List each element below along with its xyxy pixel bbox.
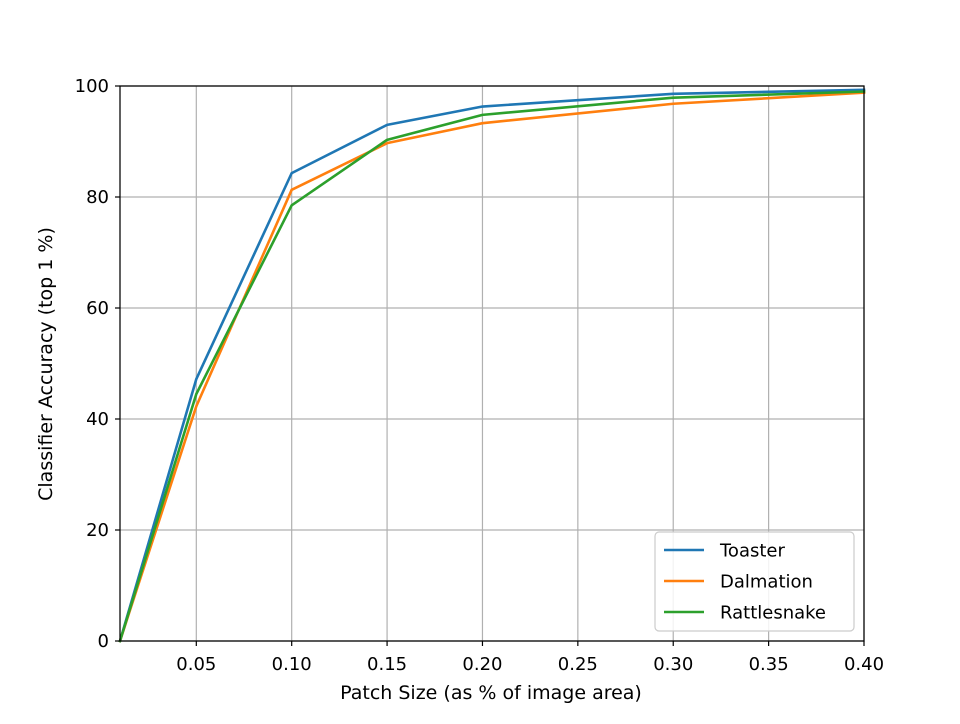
y-tick-label: 60 (86, 298, 109, 319)
legend-box (654, 531, 855, 632)
series-line-dalmation (118, 91, 866, 643)
x-tick-label: 0.35 (749, 654, 789, 675)
x-tick-label: 0.15 (367, 654, 407, 675)
x-axis-label: Patch Size (as % of image area) (340, 682, 642, 704)
y-tick-label: 40 (86, 409, 109, 430)
x-tick-label: 0.20 (462, 654, 502, 675)
x-tick-label: 0.10 (272, 654, 312, 675)
y-tick-label: 80 (86, 187, 109, 208)
x-tick-label: 0.40 (844, 654, 884, 675)
y-axis-label: Classifier Accuracy (top 1 %) (35, 227, 57, 501)
x-tick-label: 0.25 (558, 654, 598, 675)
series-line-toaster (118, 88, 866, 643)
legend-label-rattlesnake: Rattlesnake (720, 603, 826, 624)
x-tick-label: 0.05 (176, 654, 216, 675)
x-tick-label: 0.30 (653, 654, 693, 675)
y-tick-label: 100 (75, 76, 109, 97)
y-tick-label: 20 (86, 520, 109, 541)
legend-label-dalmation: Dalmation (720, 572, 813, 593)
legend: Toaster Dalmation Rattlesnake (654, 531, 855, 632)
series-line-rattlesnake (118, 90, 866, 643)
axis-ticks: 0.05 0.10 0.15 0.20 0.25 0.30 0.35 0.40 0 20 40 60 8… (75, 76, 884, 675)
series-lines (118, 88, 866, 643)
legend-label-toaster: Toaster (719, 541, 785, 562)
y-tick-label: 0 (98, 631, 109, 652)
plot-frame (119, 85, 865, 642)
